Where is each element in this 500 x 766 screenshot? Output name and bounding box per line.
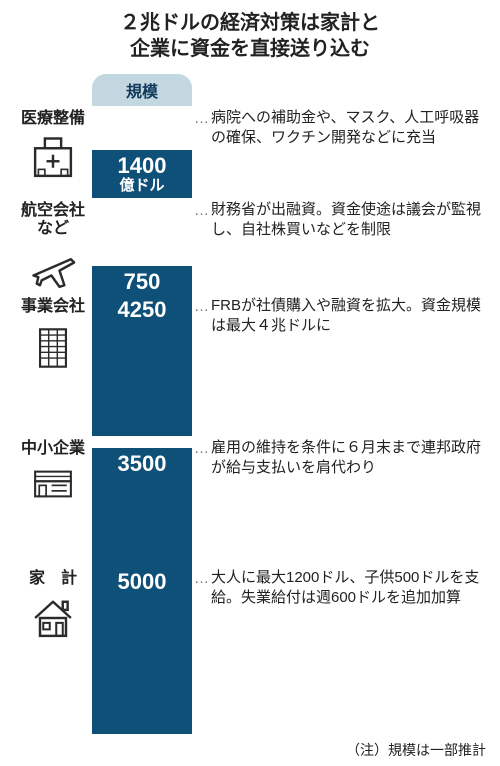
bar-cell-medical: 1400億ドル [92,106,192,198]
bar-business: 4250 [92,294,192,436]
description-text: 大人に最大1200ドル、子供500ドルを支給。失業給付は週600ドルを追加加算 [211,568,486,609]
description-text: 雇用の維持を条件に６月末まで連邦政府が給与支払いを肩代わり [211,438,486,479]
page-title: ２兆ドルの経済対策は家計と 企業に資金を直接送り込む [14,10,486,62]
bar-value: 750 [124,270,161,294]
bar-cell-airlines: 750 [92,198,192,294]
size-header: 規模 [92,74,192,106]
category-business: 事業会社 [14,294,92,436]
bar-sme: 3500 [92,448,192,566]
sme-icon [25,462,81,506]
footnote: （注）規模は一部推計 [14,740,486,760]
category-label: 事業会社 [21,298,85,316]
bar-value: 4250 [118,298,167,322]
category-household: 家 計 [14,566,92,734]
category-airlines: 航空会社 など [14,198,92,294]
airlines-icon [27,243,79,295]
category-sme: 中小企業 [14,436,92,566]
chart-grid: 規模医療整備 1400億ドル…病院への補助金や、マスク、人工呼吸器の確保、ワクチ… [14,74,486,734]
category-label: 航空会社 など [21,202,85,239]
description-business: …FRBが社債購入や融資を拡大。資金規模は最大４兆ドルに [192,294,486,436]
title-line1: ２兆ドルの経済対策は家計と [120,12,380,34]
leader-dots: … [192,568,211,589]
description-medical: …病院への補助金や、マスク、人工呼吸器の確保、ワクチン開発などに充当 [192,106,486,198]
household-icon [27,592,79,644]
infographic-root: ２兆ドルの経済対策は家計と 企業に資金を直接送り込む 規模医療整備 1400億ド… [0,0,500,766]
bar-medical: 1400億ドル [92,150,192,198]
bar-value: 5000 [118,570,167,594]
bar-value: 1400億ドル [118,154,167,195]
category-label: 家 計 [29,570,77,588]
category-medical: 医療整備 [14,106,92,198]
bar-cell-business: 4250 [92,294,192,436]
description-text: FRBが社債購入や融資を拡大。資金規模は最大４兆ドルに [211,296,486,337]
leader-dots: … [192,296,211,317]
description-airlines: …財務省が出融資。資金使途は議会が監視し、自社株買いなどを制限 [192,198,486,294]
business-icon [30,320,76,376]
category-label: 医療整備 [21,110,85,128]
bar-cell-household: 5000 [92,566,192,734]
description-sme: …雇用の維持を条件に６月末まで連邦政府が給与支払いを肩代わり [192,436,486,566]
leader-dots: … [192,108,211,129]
leader-dots: … [192,438,211,459]
bar-value: 3500 [118,452,167,476]
title-line2: 企業に資金を直接送り込む [130,38,370,60]
leader-dots: … [192,200,211,221]
description-household: …大人に最大1200ドル、子供500ドルを支給。失業給付は週600ドルを追加加算 [192,566,486,734]
medical-icon [27,132,79,184]
bar-cell-sme: 3500 [92,436,192,566]
category-label: 中小企業 [21,440,85,458]
bar-household: 5000 [92,566,192,734]
bar-airlines: 750 [92,266,192,294]
description-text: 病院への補助金や、マスク、人工呼吸器の確保、ワクチン開発などに充当 [211,108,486,149]
description-text: 財務省が出融資。資金使途は議会が監視し、自社株買いなどを制限 [211,200,486,241]
